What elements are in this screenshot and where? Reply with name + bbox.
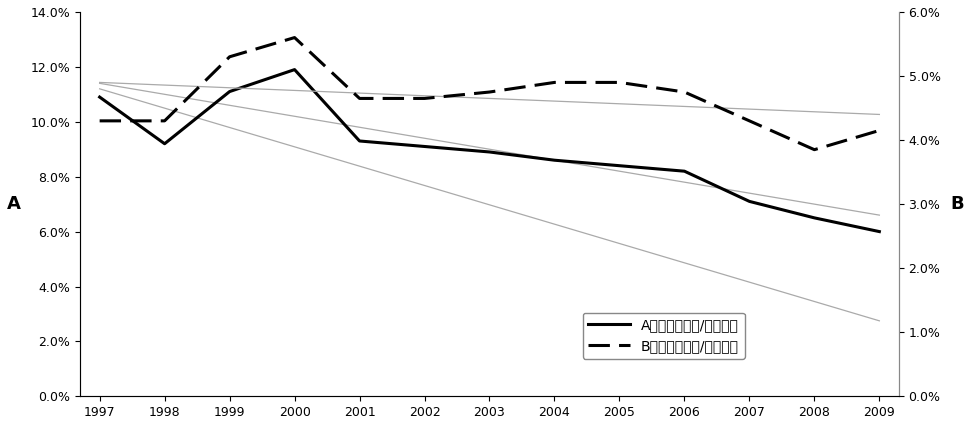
A：대일본수출/한국수출 <box>614 163 625 168</box>
A：대일본수출/한국수출 <box>353 138 365 144</box>
Line: A：대일본수출/한국수출: A：대일본수출/한국수출 <box>100 69 880 232</box>
A：대일본수출/한국수출 <box>484 150 495 155</box>
B：대한국수입/일본수입 <box>614 80 625 85</box>
B：대한국수입/일본수입 <box>679 89 690 95</box>
A：대일본수출/한국수출 <box>679 169 690 174</box>
A：대일본수출/한국수출 <box>549 158 560 163</box>
A：대일본수출/한국수출 <box>874 229 886 234</box>
B：대한국수입/일본수입 <box>419 96 430 101</box>
Y-axis label: B: B <box>951 195 964 213</box>
B：대한국수입/일본수입 <box>874 128 886 133</box>
B：대한국수입/일본수입 <box>159 118 171 124</box>
B：대한국수입/일본수입 <box>223 54 235 59</box>
B：대한국수입/일본수입 <box>549 80 560 85</box>
B：대한국수입/일본수입 <box>288 35 300 40</box>
Line: B：대한국수입/일본수입: B：대한국수입/일본수입 <box>100 37 880 150</box>
B：대한국수입/일본수입 <box>809 147 820 152</box>
B：대한국수입/일본수입 <box>484 89 495 95</box>
A：대일본수출/한국수출 <box>288 67 300 72</box>
B：대한국수입/일본수입 <box>353 96 365 101</box>
B：대한국수입/일본수입 <box>744 118 755 124</box>
B：대한국수입/일본수입 <box>94 118 106 124</box>
A：대일본수출/한국수출 <box>223 89 235 94</box>
A：대일본수출/한국수출 <box>744 199 755 204</box>
A：대일본수출/한국수출 <box>94 95 106 100</box>
A：대일본수출/한국수출 <box>419 144 430 149</box>
A：대일본수출/한국수출 <box>809 215 820 220</box>
A：대일본수출/한국수출 <box>159 141 171 146</box>
Legend: A：대일본수출/한국수출, B：대한국수입/일본수입: A：대일본수출/한국수출, B：대한국수입/일본수입 <box>583 313 745 359</box>
Y-axis label: A: A <box>7 195 20 213</box>
